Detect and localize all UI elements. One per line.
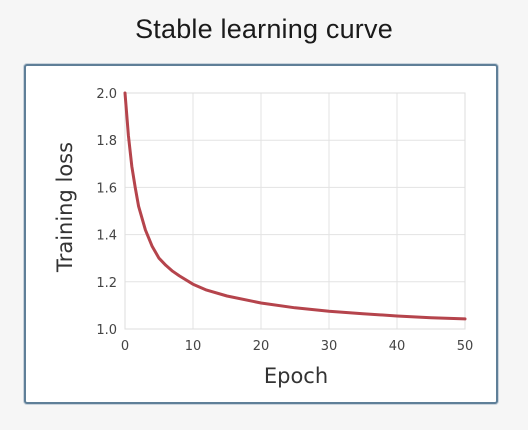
x-tick-label: 20 (253, 339, 270, 354)
y-tick-label: 1.6 (96, 181, 117, 196)
plot-area (124, 92, 466, 330)
grid-lines (124, 92, 466, 330)
x-axis-label: Epoch (264, 364, 328, 388)
series-group (123, 91, 467, 321)
y-tick-label: 1.2 (96, 276, 117, 291)
x-tick-label: 10 (185, 339, 202, 354)
y-tick-labels: 1.0 1.2 1.4 1.6 1.8 2.0 (96, 87, 117, 338)
x-tick-labels: 0 10 20 30 40 50 (121, 339, 473, 354)
x-tick-label: 40 (389, 339, 406, 354)
chart-panel: 1.0 1.2 1.4 1.6 1.8 2.0 0 10 20 30 40 50 Epoch Tra… (24, 64, 498, 404)
chart-title: Stable learning curve (135, 14, 393, 44)
y-tick-label: 1.4 (96, 229, 117, 244)
loss-curve-line (123, 91, 467, 321)
y-tick-label: 1.8 (96, 134, 117, 149)
y-tick-label: 2.0 (96, 87, 117, 102)
y-tick-label: 1.0 (96, 323, 117, 338)
x-tick-label: 50 (457, 339, 474, 354)
learning-curve-chart: 1.0 1.2 1.4 1.6 1.8 2.0 0 10 20 30 40 50 Epoch Tra… (53, 87, 473, 388)
y-axis-label: Training loss (53, 142, 77, 273)
x-tick-label: 30 (321, 339, 338, 354)
x-tick-label: 0 (121, 339, 129, 354)
